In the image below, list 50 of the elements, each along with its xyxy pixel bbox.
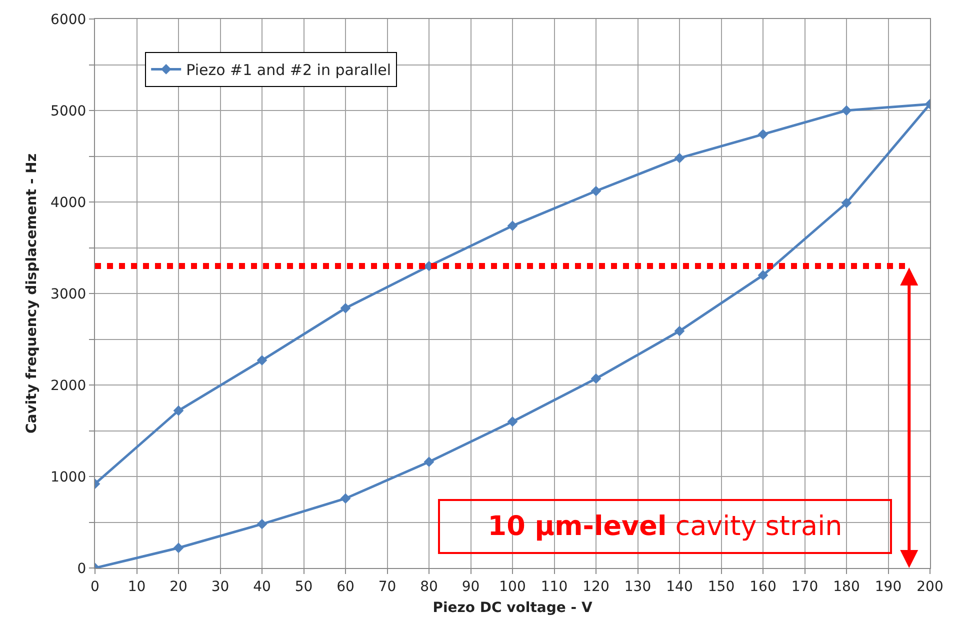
point	[173, 405, 184, 416]
x-tick-label: 40	[253, 578, 271, 595]
x-tick-label: 140	[666, 578, 693, 595]
x-tick-label: 200	[916, 578, 944, 595]
y-tick-label: 0	[77, 560, 86, 577]
x-tick-label: 50	[294, 578, 313, 595]
x-tick-label: 90	[462, 578, 480, 595]
point	[590, 186, 602, 196]
x-tick-label: 80	[420, 578, 438, 595]
x-tick-label: 100	[499, 578, 526, 595]
point	[256, 355, 268, 366]
x-tick-label: 110	[540, 578, 568, 595]
point	[256, 518, 268, 530]
y-tick-label: 3000	[50, 286, 86, 302]
x-tick-label: 20	[170, 578, 188, 595]
x-tick-label: 120	[582, 578, 610, 595]
point	[424, 456, 434, 468]
x-tick-label: 0	[90, 578, 100, 595]
legend-label: Piezo #1 and #2 in parallel	[186, 61, 392, 80]
x-tick-label: 10	[128, 578, 146, 595]
point	[340, 302, 351, 314]
x-tick-label: 130	[624, 578, 652, 595]
x-tick-label: 160	[750, 578, 776, 595]
y-tick-label: 2000	[50, 378, 86, 394]
point	[758, 270, 768, 280]
y-tick-label: 4000	[50, 194, 86, 211]
x-tick-label: 180	[833, 578, 860, 595]
x-tick-label: 70	[378, 578, 396, 595]
point	[173, 542, 184, 554]
y-tick-label: 1000	[50, 469, 86, 486]
x-tick-label: 150	[708, 578, 735, 595]
x-tick-label: 170	[791, 578, 818, 595]
point	[758, 129, 768, 140]
x-tick-label: 190	[874, 578, 902, 595]
annotation: 10 μm-level	[488, 511, 667, 542]
x-tick-label: 30	[211, 578, 230, 595]
point	[590, 373, 602, 384]
point	[674, 152, 685, 164]
y-axis-title: Cavity frequency displacement - Hz	[24, 154, 40, 434]
point	[674, 326, 685, 336]
y-tick-label: 6000	[50, 12, 86, 28]
x-axis-title: Piezo DC voltage - V	[432, 600, 592, 616]
annotation: cavity strain	[675, 511, 842, 542]
point	[841, 198, 852, 208]
point	[507, 220, 518, 231]
point	[841, 105, 852, 116]
point	[507, 416, 518, 427]
x-tick-label: 60	[336, 578, 354, 595]
point	[340, 493, 351, 504]
y-tick-label: 5000	[50, 103, 86, 120]
